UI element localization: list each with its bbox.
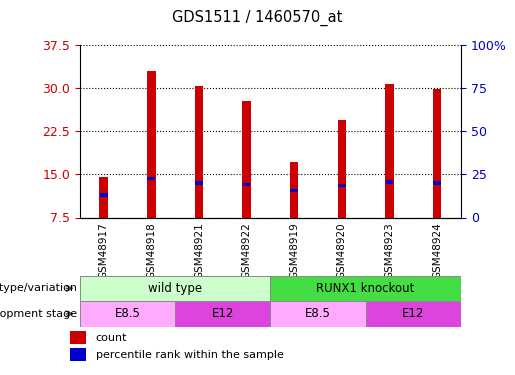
Text: E8.5: E8.5 <box>114 308 141 320</box>
Bar <box>338 184 346 188</box>
Bar <box>290 162 299 218</box>
Bar <box>80 301 175 327</box>
Bar <box>147 71 156 217</box>
Bar <box>290 189 298 192</box>
Text: genotype/variation: genotype/variation <box>0 284 77 293</box>
Bar <box>366 301 461 327</box>
Text: E12: E12 <box>402 308 424 320</box>
Bar <box>270 301 366 327</box>
Bar <box>243 183 250 186</box>
Bar <box>433 181 441 185</box>
Bar <box>195 181 203 185</box>
Text: development stage: development stage <box>0 309 77 319</box>
Bar <box>70 331 85 344</box>
Bar <box>147 177 155 180</box>
Bar <box>433 89 441 218</box>
Bar <box>386 180 393 184</box>
Bar <box>70 348 85 361</box>
Bar <box>270 276 461 301</box>
Text: percentile rank within the sample: percentile rank within the sample <box>96 350 284 360</box>
Bar <box>385 84 394 218</box>
Text: wild type: wild type <box>148 282 202 295</box>
Bar <box>337 120 346 218</box>
Bar <box>80 276 270 301</box>
Text: E12: E12 <box>212 308 234 320</box>
Bar <box>100 194 108 197</box>
Bar <box>195 86 203 218</box>
Text: RUNX1 knockout: RUNX1 knockout <box>316 282 415 295</box>
Text: E8.5: E8.5 <box>305 308 331 320</box>
Bar <box>99 177 108 218</box>
Bar <box>242 101 251 217</box>
Text: GDS1511 / 1460570_at: GDS1511 / 1460570_at <box>173 9 342 26</box>
Text: count: count <box>96 333 127 343</box>
Bar <box>175 301 270 327</box>
